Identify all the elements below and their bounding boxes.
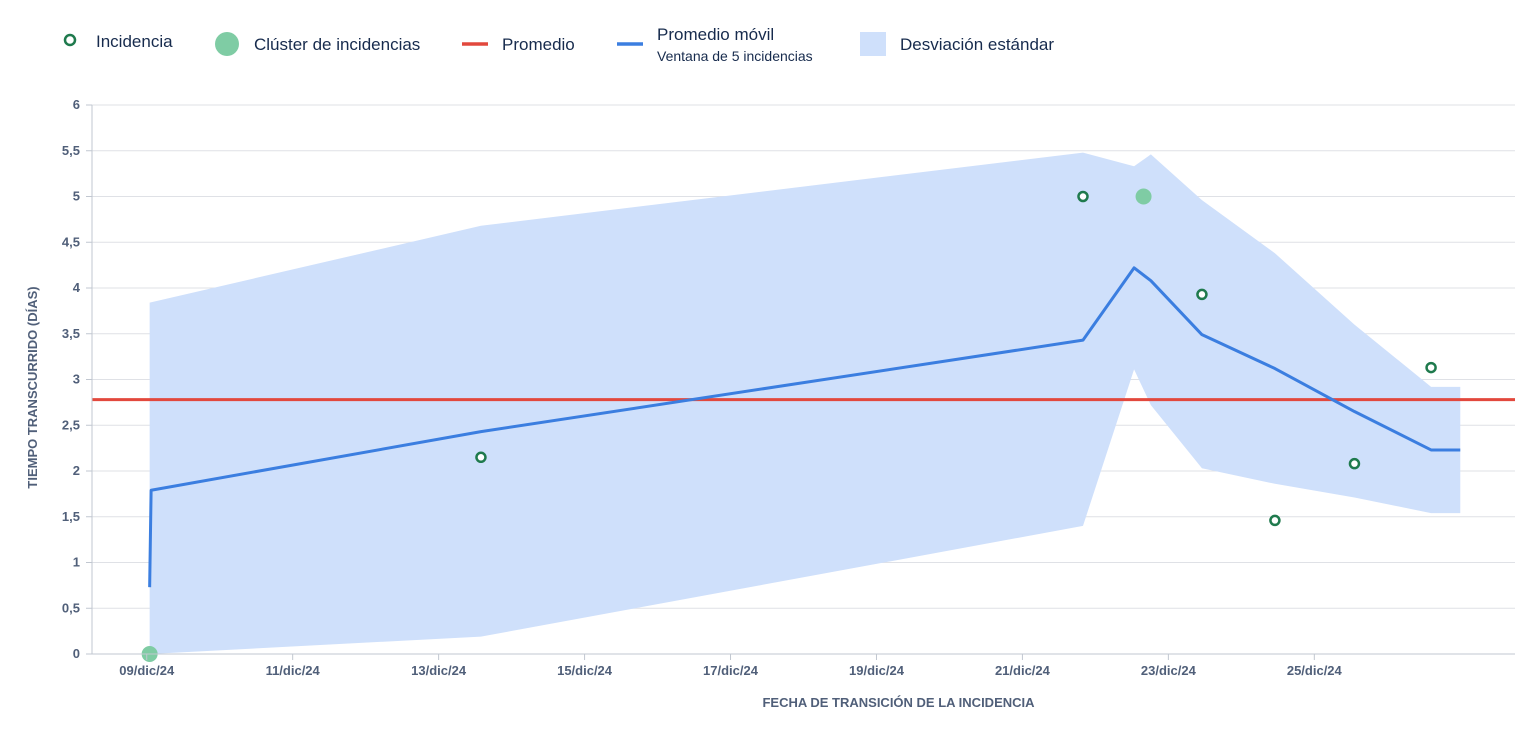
legend-label-cluster: Clúster de incidencias [254, 35, 421, 54]
legend-item-cluster[interactable]: Clúster de incidencias [214, 32, 420, 58]
incident-point[interactable] [1425, 361, 1437, 374]
x-tick-label: 19/dic/24 [849, 663, 905, 678]
x-tick-label: 21/dic/24 [995, 663, 1051, 678]
y-tick-label: 1,5 [62, 509, 80, 524]
legend-label-moving-average: Promedio móvil [657, 25, 775, 44]
y-tick-label: 4 [73, 280, 81, 295]
moving-average-line [148, 266, 1461, 588]
legend-item-incident[interactable]: Incidencia [62, 32, 173, 52]
legend-item-moving-average[interactable]: Promedio móvil Ventana de 5 incidencias [617, 25, 813, 64]
x-tick-label: 17/dic/24 [703, 663, 759, 678]
y-tick-label: 2,5 [62, 417, 80, 432]
legend-sublabel-window: Ventana de 5 incidencias [657, 48, 813, 64]
incident-marker-icon [63, 33, 77, 47]
legend-label-average: Promedio [502, 35, 575, 54]
y-axis-title: TIEMPO TRANSCURRIDO (DÍAS) [25, 286, 40, 488]
y-tick-label: 1 [73, 555, 80, 570]
std-dev-area-icon [860, 32, 886, 56]
x-tick-label: 25/dic/24 [1287, 663, 1343, 678]
incident-point[interactable] [475, 451, 487, 464]
y-tick-label: 6 [73, 97, 80, 112]
x-tick-label: 09/dic/24 [119, 663, 175, 678]
average-line-icon [462, 42, 488, 46]
chart-legend: Incidencia Clúster de incidencias Promed… [0, 0, 1535, 80]
y-tick-label: 3,5 [62, 326, 80, 341]
y-tick-label: 3 [73, 372, 80, 387]
axes: 0 0,5 1 1,5 2 2,5 3 3,5 4 4,5 5 5,5 6 09/dic/24 11/dic… [62, 97, 1515, 678]
incident-point[interactable] [1196, 288, 1208, 301]
legend-item-average[interactable]: Promedio [462, 35, 575, 55]
cluster-marker-icon [215, 32, 239, 56]
incident-point[interactable] [1348, 457, 1361, 470]
x-tick-label: 11/dic/24 [266, 663, 321, 678]
x-tick-label: 13/dic/24 [411, 663, 467, 678]
y-tick-label: 0,5 [62, 600, 80, 615]
legend-label-std-dev: Desviación estándar [900, 35, 1055, 54]
y-tick-label: 5,5 [62, 143, 80, 158]
x-tick-label: 23/dic/24 [1141, 663, 1197, 678]
x-axis-title: FECHA DE TRANSICIÓN DE LA INCIDENCIA [762, 695, 1035, 710]
incident-point[interactable] [1269, 514, 1281, 527]
std-dev-band [149, 152, 1461, 654]
y-tick-label: 5 [73, 189, 80, 204]
moving-average-line-icon [617, 42, 643, 46]
cluster-point[interactable] [1135, 188, 1152, 205]
legend-label-incident: Incidencia [96, 32, 173, 51]
legend-item-std-dev[interactable]: Desviación estándar [860, 32, 1054, 58]
y-tick-label: 4,5 [62, 234, 80, 249]
y-tick-label: 0 [73, 646, 80, 661]
x-tick-label: 15/dic/24 [557, 663, 613, 678]
y-tick-label: 2 [73, 463, 80, 478]
incident-point[interactable] [1077, 190, 1089, 203]
